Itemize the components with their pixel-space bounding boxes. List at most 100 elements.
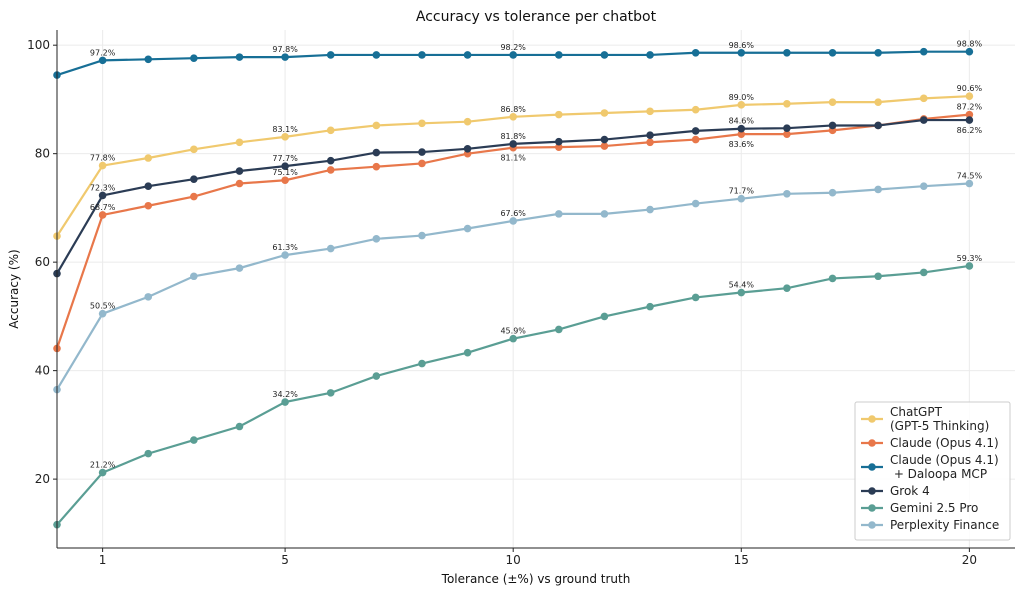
data-label: 83.1% bbox=[272, 125, 298, 134]
data-label: 74.5% bbox=[957, 172, 983, 181]
data-point bbox=[691, 127, 700, 135]
data-point bbox=[600, 210, 609, 218]
data-point bbox=[965, 116, 974, 124]
data-point bbox=[98, 309, 107, 318]
data-point bbox=[555, 110, 563, 119]
data-point bbox=[418, 159, 426, 168]
data-label: 87.2% bbox=[957, 103, 983, 112]
data-point bbox=[600, 51, 609, 59]
data-point bbox=[418, 359, 426, 368]
data-point bbox=[828, 188, 837, 197]
data-point bbox=[555, 210, 563, 218]
data-point bbox=[691, 293, 700, 302]
legend: ChatGPT (GPT-5 Thinking) Claude (Opus 4.1)… bbox=[854, 401, 1011, 541]
data-point bbox=[144, 154, 153, 162]
data-label: 98.8% bbox=[957, 40, 983, 49]
data-point bbox=[874, 185, 882, 194]
data-point bbox=[919, 268, 928, 277]
data-labels: 97.2% 77.8% 72.3% 68.7% 50.5% 21.2% 97.8% 83.1%… bbox=[90, 40, 983, 470]
legend-marker bbox=[868, 463, 876, 471]
data-point bbox=[281, 251, 289, 259]
data-point bbox=[235, 138, 244, 147]
data-point bbox=[281, 133, 289, 141]
data-point bbox=[919, 116, 928, 124]
legend-box bbox=[854, 401, 1011, 541]
data-point bbox=[190, 436, 198, 444]
data-point bbox=[783, 99, 791, 108]
data-point bbox=[509, 217, 517, 225]
data-point bbox=[463, 117, 472, 126]
data-point bbox=[281, 53, 289, 61]
data-point bbox=[281, 176, 289, 185]
legend-entry: Perplexity Finance bbox=[890, 518, 999, 532]
legend-entry: Claude (Opus 4.1) + Daloopa MCP bbox=[890, 453, 999, 481]
data-label: 68.7% bbox=[90, 203, 116, 212]
data-point bbox=[828, 274, 837, 283]
data-point bbox=[235, 422, 244, 431]
data-point bbox=[737, 194, 746, 203]
chart-title: Accuracy vs tolerance per chatbot bbox=[416, 9, 657, 25]
data-label: 75.1% bbox=[272, 168, 298, 177]
data-label: 81.8% bbox=[500, 132, 526, 141]
y-tick-label: 60 bbox=[35, 255, 50, 269]
data-point bbox=[737, 124, 746, 133]
data-point bbox=[555, 51, 563, 59]
data-point bbox=[874, 121, 882, 130]
data-point bbox=[691, 48, 700, 57]
y-tick-label: 80 bbox=[35, 147, 50, 161]
data-point bbox=[144, 293, 153, 301]
data-point bbox=[919, 94, 928, 103]
data-point bbox=[190, 175, 198, 183]
data-point bbox=[326, 126, 335, 135]
data-point bbox=[874, 48, 882, 57]
data-point bbox=[783, 124, 791, 132]
data-label: 77.8% bbox=[90, 154, 116, 163]
data-point bbox=[326, 244, 335, 253]
data-point bbox=[418, 51, 426, 59]
data-point bbox=[463, 224, 472, 233]
data-label: 86.2% bbox=[957, 126, 983, 135]
data-point bbox=[98, 161, 107, 170]
data-point bbox=[190, 192, 198, 201]
data-label: 61.3% bbox=[272, 243, 298, 252]
data-label: 67.6% bbox=[500, 209, 526, 218]
data-point bbox=[965, 92, 974, 100]
legend-entry: Claude (Opus 4.1) bbox=[890, 436, 999, 450]
data-label: 54.4% bbox=[729, 281, 755, 290]
data-point bbox=[509, 51, 517, 59]
data-point bbox=[965, 47, 974, 56]
data-point bbox=[646, 302, 654, 311]
data-point bbox=[783, 190, 791, 198]
x-tick-label: 5 bbox=[281, 553, 289, 567]
data-point bbox=[281, 162, 289, 170]
data-label: 86.8% bbox=[500, 105, 526, 114]
y-tick-label: 100 bbox=[27, 38, 50, 52]
data-point bbox=[646, 51, 654, 59]
data-label: 90.6% bbox=[957, 84, 983, 93]
data-point bbox=[144, 449, 153, 458]
data-point bbox=[646, 205, 654, 214]
legend-entry: Gemini 2.5 Pro bbox=[890, 501, 978, 515]
data-point bbox=[600, 109, 609, 117]
data-point bbox=[326, 156, 335, 165]
data-label: 45.9% bbox=[500, 327, 526, 336]
data-label: 77.7% bbox=[272, 154, 298, 163]
data-point bbox=[144, 201, 153, 210]
y-tick-label: 40 bbox=[35, 364, 50, 378]
series-4 bbox=[53, 262, 974, 529]
data-point bbox=[783, 48, 791, 57]
x-axis-label: Tolerance (±%) vs ground truth bbox=[441, 572, 631, 586]
data-point bbox=[418, 231, 426, 240]
data-point bbox=[965, 110, 974, 119]
data-label: 89.0% bbox=[729, 93, 755, 102]
data-point bbox=[737, 288, 746, 297]
data-label: 50.5% bbox=[90, 302, 116, 311]
data-point bbox=[235, 264, 244, 272]
data-point bbox=[737, 101, 746, 109]
data-point bbox=[372, 51, 381, 59]
data-point bbox=[98, 211, 107, 219]
legend-marker bbox=[868, 504, 876, 512]
data-point bbox=[965, 262, 974, 270]
data-point bbox=[691, 135, 700, 144]
